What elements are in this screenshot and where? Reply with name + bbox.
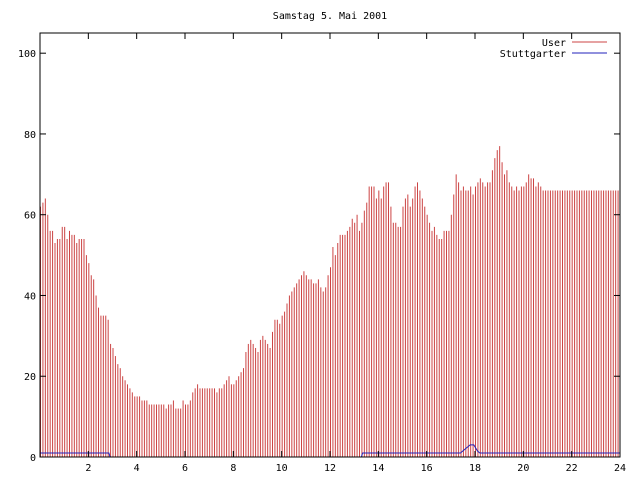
stuttgarter-series-line <box>40 444 620 458</box>
x-tick-label: 24 <box>614 463 626 474</box>
x-tick-label: 6 <box>182 463 188 474</box>
x-tick-label: 22 <box>566 463 578 474</box>
x-tick-label: 20 <box>517 463 529 474</box>
x-tick-label: 2 <box>85 463 91 474</box>
x-tick-label: 4 <box>134 463 140 474</box>
y-tick-label: 0 <box>30 453 36 464</box>
stuttgarter-line <box>40 444 620 458</box>
legend-label-stuttgarter: Stuttgarter <box>500 49 566 60</box>
x-tick-label: 8 <box>230 463 236 474</box>
x-tick-label: 18 <box>469 463 481 474</box>
x-axis: 2 4 6 8 10 12 14 16 18 20 22 24 <box>85 33 626 474</box>
y-tick-label: 20 <box>24 372 36 383</box>
y-axis: 0 20 40 60 80 100 <box>18 49 620 464</box>
y-tick-label: 60 <box>24 211 36 222</box>
x-tick-label: 12 <box>324 463 336 474</box>
y-tick-label: 100 <box>18 49 36 60</box>
legend: User Stuttgarter <box>500 38 607 60</box>
user-series-bars <box>40 146 619 457</box>
chart-title: Samstag 5. Mai 2001 <box>273 11 387 22</box>
x-tick-label: 10 <box>276 463 288 474</box>
legend-label-user: User <box>542 38 566 49</box>
y-tick-label: 80 <box>24 130 36 141</box>
x-tick-label: 14 <box>372 463 384 474</box>
x-tick-label: 16 <box>421 463 433 474</box>
y-tick-label: 40 <box>24 291 36 302</box>
